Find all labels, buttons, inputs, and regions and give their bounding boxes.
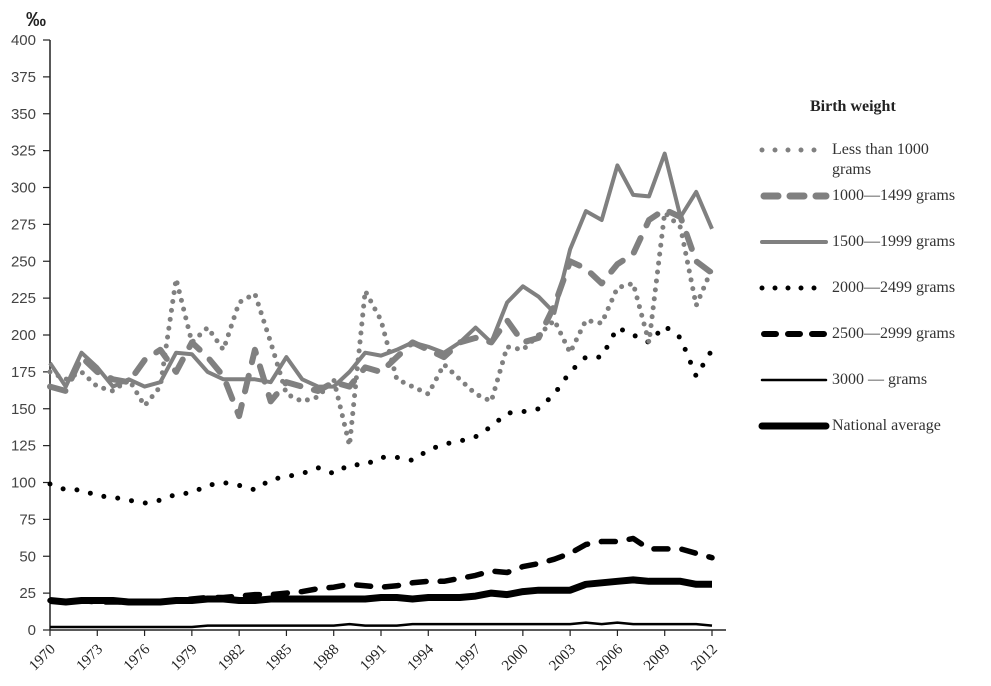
- gray-dashed-line-icon: [760, 192, 830, 200]
- y-tick-label: 400: [11, 32, 36, 49]
- legend-item-national-average: National average: [758, 416, 991, 462]
- y-tick-label: 350: [11, 106, 36, 123]
- series-gray-dotted-line: [47, 210, 715, 449]
- legend: Birth weight Less than 1000 grams 1000—14…: [758, 98, 991, 462]
- black-dotted-line-icon: [759, 285, 829, 291]
- y-tick-label: 300: [11, 180, 36, 197]
- legend-label: National average: [832, 417, 941, 434]
- y-tick-label: 225: [11, 290, 36, 307]
- legend-label: 2000—2499 grams: [832, 279, 956, 296]
- y-tick-label: 175: [11, 364, 36, 381]
- y-axis-unit-label: ‰: [26, 9, 46, 31]
- legend-label-cont: grams: [832, 161, 872, 178]
- x-tick-label: 2000: [499, 642, 532, 675]
- legend-label: 1500—1999 grams: [832, 233, 956, 250]
- y-tick-label: 200: [11, 327, 36, 344]
- black-thick-line-icon: [758, 422, 830, 430]
- legend-label: 2500—2999 grams: [832, 325, 956, 342]
- x-tick-label: 2012: [688, 642, 721, 675]
- x-axis: 1970 1973 1976 1979 1982 1985 1988 1991 1994 1997…: [26, 629, 726, 675]
- y-tick-label: 50: [19, 548, 36, 565]
- y-tick-label: 75: [19, 511, 36, 528]
- y-tick-label: 125: [11, 438, 36, 455]
- x-tick-label: 1982: [215, 642, 248, 675]
- x-tick-label: 1997: [452, 641, 485, 674]
- black-thin-line-icon: [760, 378, 828, 382]
- series-black-dashed-line: [47, 535, 715, 605]
- x-tick-label: 1979: [168, 642, 201, 675]
- legend-label: 3000 — grams: [832, 371, 928, 388]
- series-layer: [47, 151, 715, 629]
- y-tick-label: 0: [28, 622, 36, 639]
- legend-label: 1000—1499 grams: [832, 187, 956, 204]
- legend-item-1500-1999: 1500—1999 grams: [758, 232, 991, 278]
- legend-item-less-than-1000: Less than 1000 grams: [758, 140, 991, 186]
- legend-label: Less than 1000: [832, 141, 929, 158]
- x-tick-label: 1994: [405, 641, 438, 674]
- x-tick-label: 1973: [74, 642, 107, 675]
- series-black-thick-line: [49, 576, 712, 606]
- gray-dotted-line-icon: [759, 147, 829, 153]
- black-dashed-line-icon: [761, 331, 829, 337]
- series-black-thin-line: [50, 621, 713, 629]
- series-black-dotted-line: [47, 323, 715, 506]
- y-tick-label: 275: [11, 216, 36, 233]
- legend-item-1000-1499: 1000—1499 grams: [758, 186, 991, 232]
- y-tick-label: 100: [11, 475, 36, 492]
- x-tick-label: 2009: [641, 642, 674, 675]
- y-axis: 0 25 50 75 100 125 150 175 200 225 250 275 300 325 350…: [11, 32, 51, 639]
- x-tick-label: 1988: [310, 642, 343, 675]
- x-tick-label: 1985: [263, 642, 296, 675]
- y-tick-label: 375: [11, 69, 36, 86]
- x-tick-label: 1976: [121, 641, 154, 674]
- y-tick-label: 150: [11, 401, 36, 418]
- y-tick-label: 250: [11, 253, 36, 270]
- legend-title: Birth weight: [810, 98, 896, 115]
- y-tick-label: 325: [11, 143, 36, 160]
- gray-solid-line-icon: [760, 240, 828, 244]
- x-tick-label: 1970: [26, 642, 59, 675]
- x-tick-label: 2006: [594, 641, 627, 674]
- legend-item-2500-2999: 2500—2999 grams: [758, 324, 991, 370]
- series-gray-dashed-line: [47, 206, 715, 420]
- y-tick-label: 25: [19, 585, 36, 602]
- legend-item-3000-plus: 3000 — grams: [758, 370, 991, 416]
- legend-item-2000-2499: 2000—2499 grams: [758, 278, 991, 324]
- x-tick-label: 1991: [357, 642, 390, 675]
- x-tick-label: 2003: [546, 642, 579, 675]
